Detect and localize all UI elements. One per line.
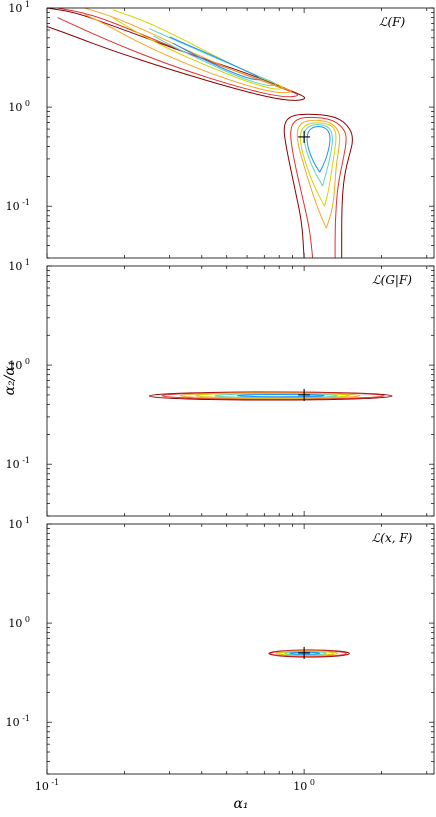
plot-area-3	[268, 649, 350, 658]
contour-line	[283, 113, 353, 258]
contour-line	[57, 8, 298, 98]
contour-ellipse	[284, 651, 327, 656]
contour-ellipse	[268, 649, 350, 658]
x-axis-label: α₁	[233, 796, 248, 812]
x-tick-label: 10 -1	[35, 778, 59, 793]
contour-ellipse	[214, 393, 339, 399]
axes-frame	[46, 7, 435, 259]
contour-line	[290, 116, 347, 258]
true-value-marker	[298, 646, 311, 659]
panel-1: 10 1 10 0 10 -1 ℒ(F)	[6, 0, 435, 259]
true-value-marker	[298, 130, 311, 143]
contour-line	[303, 124, 333, 187]
contour-line	[47, 8, 306, 101]
y-tick-label: 10 0	[8, 357, 30, 372]
y-tick-label: 10 0	[8, 615, 30, 630]
y-tick-label: 10 -1	[6, 198, 30, 213]
panel-label: ℒ(x, F)	[372, 531, 413, 545]
axis-ticks	[46, 265, 434, 517]
axes-frame	[46, 265, 435, 517]
axis-ticks	[46, 523, 434, 775]
true-value-marker	[298, 388, 311, 401]
x-tick-label: 10 0	[293, 778, 315, 793]
contour-line	[169, 36, 261, 81]
contour-ellipse	[289, 651, 321, 655]
panel-2: 10 1 10 0 10 -1 ℒ(G|F)	[6, 258, 435, 517]
panel-label: ℒ(F)	[379, 15, 406, 29]
panels: 10 110 010 -1ℒ(F)10 110 010 -1ℒ(G|F)10 1…	[6, 0, 435, 793]
y-tick-label: 10 0	[8, 99, 30, 114]
contour-line	[112, 9, 284, 90]
y-tick-label: 10 -1	[6, 456, 30, 471]
y-tick-label: 10 -1	[6, 714, 30, 729]
y-tick-label: 10 1	[8, 0, 30, 15]
plot-area-2	[148, 391, 393, 401]
contour-ellipse	[236, 394, 325, 398]
axis-ticks	[46, 7, 434, 259]
y-tick-label: 10 1	[8, 258, 30, 273]
contour-ellipse	[195, 392, 350, 399]
axes-frame	[46, 523, 435, 775]
contour-ellipse	[278, 650, 334, 656]
contour-line	[296, 119, 341, 229]
contour-line	[299, 122, 337, 207]
plot-area-1	[47, 8, 353, 258]
contour-line	[149, 28, 277, 87]
contour-ellipse	[161, 391, 385, 400]
panel-3: 10 1 10 0 10 -1 10 -1 10 0 ℒ(x, F)	[6, 516, 435, 793]
contour-line	[306, 126, 331, 173]
y-axis-label: α₂/α₁	[2, 361, 18, 396]
contour-line	[84, 8, 292, 94]
panel-label: ℒ(G|F)	[372, 273, 412, 287]
y-tick-label: 10 1	[8, 516, 30, 531]
